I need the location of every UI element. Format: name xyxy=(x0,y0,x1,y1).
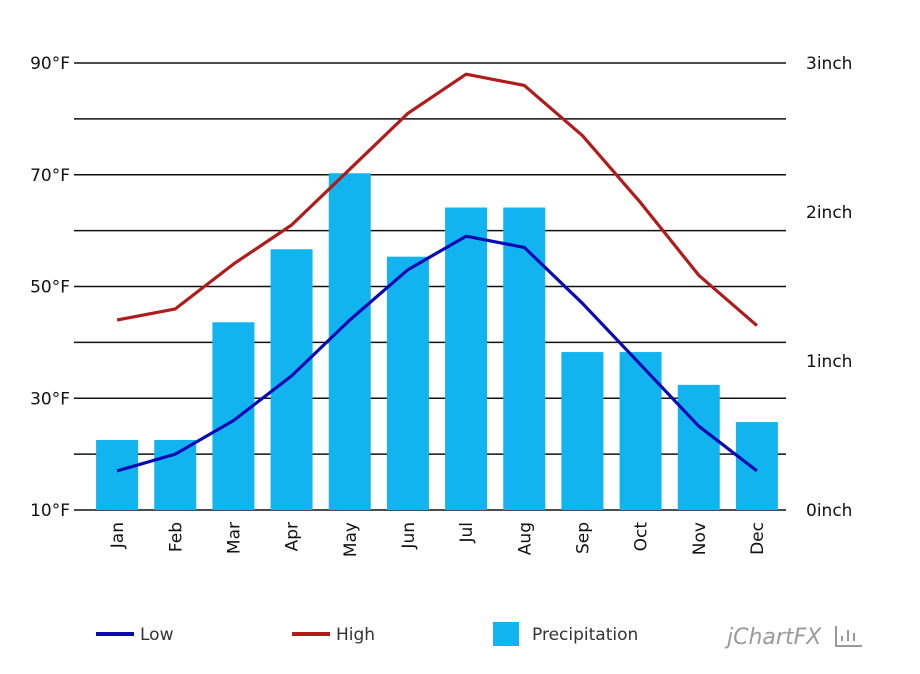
x-axis-tick-label: Sep xyxy=(573,522,593,554)
precipitation-bar xyxy=(619,352,662,510)
low-temperature-line xyxy=(116,234,758,473)
x-axis-tick-label: Oct xyxy=(632,522,652,552)
x-axis-tick-label: Dec xyxy=(748,522,768,555)
precipitation-bar xyxy=(445,207,488,510)
precipitation-bar xyxy=(561,352,604,510)
legend-label: Low xyxy=(140,625,174,645)
precipitation-bars xyxy=(96,173,778,510)
precipitation-bar xyxy=(96,439,139,510)
precipitation-bar xyxy=(212,322,255,510)
x-axis-tick-label: Nov xyxy=(690,522,710,555)
legend-label: High xyxy=(336,625,375,645)
precipitation-bar xyxy=(386,256,429,510)
temperature-lines xyxy=(116,72,758,473)
precipitation-bar xyxy=(677,384,720,510)
left-axis-tick-label: 70°F xyxy=(30,166,70,186)
brand-text: jChartFX xyxy=(724,625,822,650)
x-axis-tick-label: Apr xyxy=(283,522,303,551)
high-temperature-line xyxy=(116,72,758,327)
precipitation-bar xyxy=(270,249,313,510)
precipitation-bar xyxy=(154,439,197,510)
right-axis-tick-label: 0inch xyxy=(806,501,852,521)
right-axis-tick-label: 1inch xyxy=(806,352,852,372)
x-axis-tick-label: Jul xyxy=(457,522,477,544)
x-axis-tick-label: May xyxy=(341,522,361,557)
left-axis-ticks: 90°F 70°F 50°F 30°F 10°F xyxy=(30,54,70,521)
left-axis-tick-label: 30°F xyxy=(30,389,70,409)
x-axis-tick-label: Feb xyxy=(166,522,186,552)
right-axis-tick-label: 3inch xyxy=(806,54,852,74)
precipitation-bar xyxy=(328,173,371,510)
right-axis-tick-label: 2inch xyxy=(806,203,852,223)
legend: Low High Precipitation xyxy=(96,622,638,646)
precipitation-bar xyxy=(503,207,546,510)
right-axis-ticks: 3inch 2inch 1inch 0inch xyxy=(806,54,852,521)
x-axis-tick-label: Aug xyxy=(515,522,535,555)
x-axis-tick-label: Jan xyxy=(108,522,128,549)
left-axis-tick-label: 50°F xyxy=(30,278,70,298)
x-axis-tick-label: Jun xyxy=(399,522,419,550)
left-axis-tick-label: 90°F xyxy=(30,54,70,74)
legend-swatch-precipitation xyxy=(493,622,519,646)
precipitation-bar xyxy=(735,422,778,510)
legend-label: Precipitation xyxy=(532,625,638,645)
chart-logo-icon xyxy=(835,626,862,647)
left-axis-tick-label: 10°F xyxy=(30,501,70,521)
jchartfx-logo: jChartFX xyxy=(724,625,862,650)
x-axis-tick-label: Mar xyxy=(224,522,244,554)
x-axis-ticks: Jan Feb Mar Apr May Jun Jul Aug Sep Oct Nov Dec xyxy=(108,522,768,557)
